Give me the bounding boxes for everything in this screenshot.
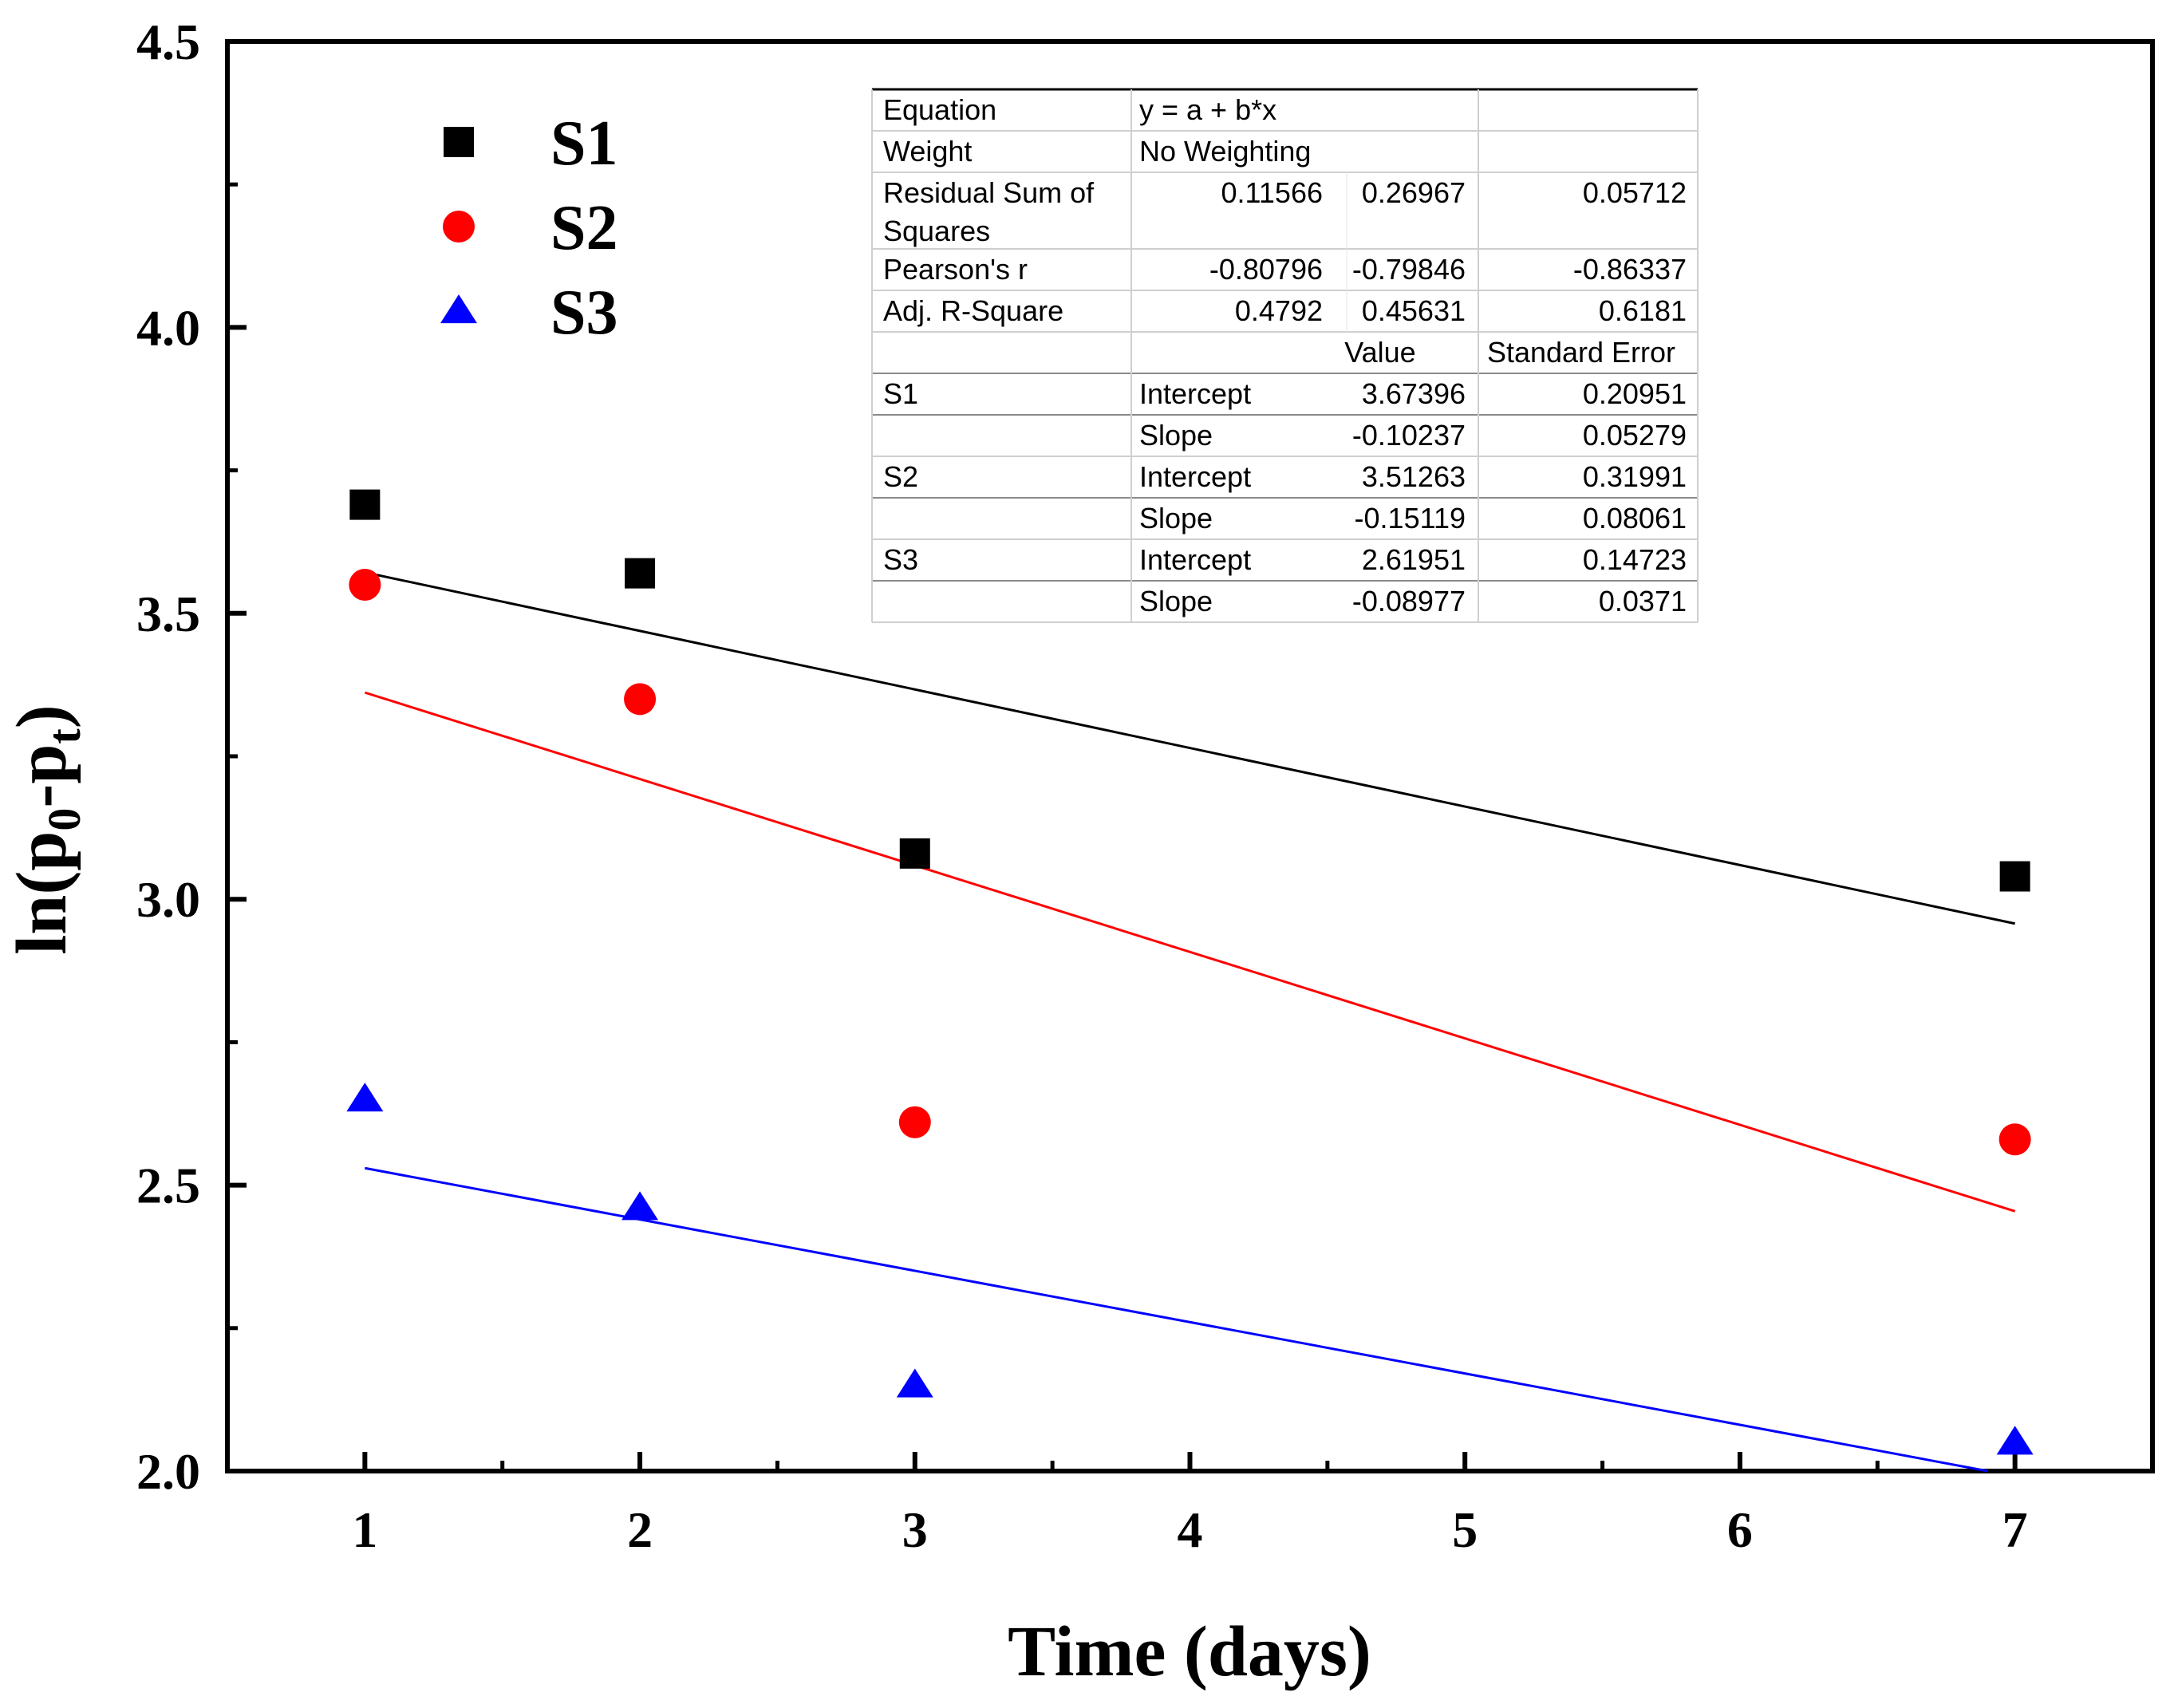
data-point-s3 <box>346 1083 384 1112</box>
fit-table-cell: -0.10237 <box>1352 419 1466 452</box>
data-point-s2 <box>898 1106 931 1138</box>
x-axis-title: Time (days) <box>1008 1612 1371 1691</box>
markers <box>346 489 2034 1455</box>
fit-table-cell: 0.45631 <box>1362 294 1466 327</box>
fit-table-cell: 2.61951 <box>1362 543 1466 576</box>
x-tick-label: 5 <box>1452 1501 1478 1558</box>
legend-marker-s1 <box>444 127 474 157</box>
fit-line-s2 <box>364 691 2016 1213</box>
legend-marker-s2 <box>443 211 475 243</box>
fit-table-cell: 0.4792 <box>1235 294 1323 327</box>
y-tick-label: 4.0 <box>136 299 200 356</box>
fit-table-cell: Standard Error <box>1487 336 1675 369</box>
data-point-s1 <box>349 489 381 520</box>
fit-table-cell: -0.79846 <box>1352 253 1466 286</box>
data-point-s1 <box>1999 861 2030 892</box>
y-tick-label: 2.0 <box>136 1443 200 1500</box>
fit-line-s1 <box>365 571 2015 925</box>
x-tick-label: 4 <box>1178 1501 1203 1558</box>
x-tick-label: 2 <box>627 1501 653 1558</box>
fit-line-s3 <box>365 1166 1988 1473</box>
data-point-s3 <box>621 1191 659 1221</box>
fit-table-cell: 0.05712 <box>1583 176 1687 209</box>
x-tick-label: 3 <box>902 1501 928 1558</box>
fit-table-cell: Pearson's r <box>883 253 1028 286</box>
fit-table-cell: S2 <box>883 460 918 493</box>
fit-table-cell: 0.20951 <box>1583 377 1687 410</box>
x-tick-label: 6 <box>1727 1501 1753 1558</box>
ticks: 1 2 3 4 5 6 7 2.0 2.5 3.0 3.5 4.0 4.5 <box>136 14 2028 1558</box>
data-point-s1 <box>625 558 656 589</box>
legend-label-s2: S2 <box>550 193 618 263</box>
legend-marker-s3 <box>440 294 477 324</box>
fit-table-cell: Value <box>1344 336 1415 369</box>
fit-table-cell: -0.80796 <box>1209 253 1323 286</box>
fit-table-cell: 0.14723 <box>1583 543 1687 576</box>
data-point-s2 <box>624 683 657 716</box>
fit-table-cell: -0.08977 <box>1352 585 1466 617</box>
fit-table-cell: 0.0371 <box>1599 585 1687 617</box>
data-point-s2 <box>349 568 381 601</box>
fit-table-cell: 0.26967 <box>1362 176 1466 209</box>
fit-table-cell: y = a + b*x <box>1139 93 1276 126</box>
fit-table-cell: 0.31991 <box>1583 460 1687 493</box>
y-tick-label: 2.5 <box>136 1158 200 1214</box>
fit-table-cell: 3.51263 <box>1362 460 1466 493</box>
fit-table-cell: Weight <box>883 135 972 168</box>
data-point-s2 <box>1998 1123 2031 1156</box>
fit-table: Equation y = a + b*x Weight No Weighting Res… <box>871 88 1699 623</box>
legend: S1 S2 S3 <box>440 108 618 348</box>
data-point-s3 <box>896 1368 933 1398</box>
y-axis-title: ln(p0-pt) <box>2 704 90 954</box>
fit-table-cell: Slope <box>1139 502 1213 534</box>
x-tick-label: 1 <box>352 1501 377 1558</box>
fit-table-cell: -0.15119 <box>1355 502 1466 534</box>
legend-label-s1: S1 <box>550 108 618 179</box>
fit-table-cell: No Weighting <box>1139 135 1311 168</box>
data-point-s3 <box>1996 1426 2034 1455</box>
fit-table-cell: Intercept <box>1139 460 1251 493</box>
fit-table-cell: Slope <box>1139 585 1213 617</box>
fit-table-cell: Residual Sum of Squares <box>883 176 1095 247</box>
fit-table-cell: -0.86337 <box>1573 253 1687 286</box>
data-point-s1 <box>899 838 930 869</box>
y-tick-label: 3.0 <box>136 871 200 928</box>
fit-table-background <box>872 89 1698 622</box>
legend-label-s3: S3 <box>550 278 618 348</box>
fit-table-cell: Intercept <box>1139 377 1251 410</box>
fit-table-cell: Adj. R-Square <box>883 294 1063 327</box>
fit-lines <box>364 571 2016 1473</box>
fit-table-cell: 0.05279 <box>1583 419 1687 452</box>
x-tick-label: 7 <box>2002 1501 2028 1558</box>
fit-table-cell: Equation <box>883 93 996 126</box>
fit-table-cell: 0.6181 <box>1599 294 1687 327</box>
fit-table-cell: S3 <box>883 543 918 576</box>
y-tick-label: 3.5 <box>136 586 200 642</box>
fit-table-cell: 0.08061 <box>1583 502 1687 534</box>
fit-table-cell: 0.11566 <box>1221 176 1323 209</box>
fit-table-cell: Slope <box>1139 419 1213 452</box>
fit-table-cell: Intercept <box>1139 543 1251 576</box>
fit-table-cell: 3.67396 <box>1362 377 1466 410</box>
y-tick-label: 4.5 <box>136 14 200 70</box>
fit-table-cell: S1 <box>883 377 918 410</box>
